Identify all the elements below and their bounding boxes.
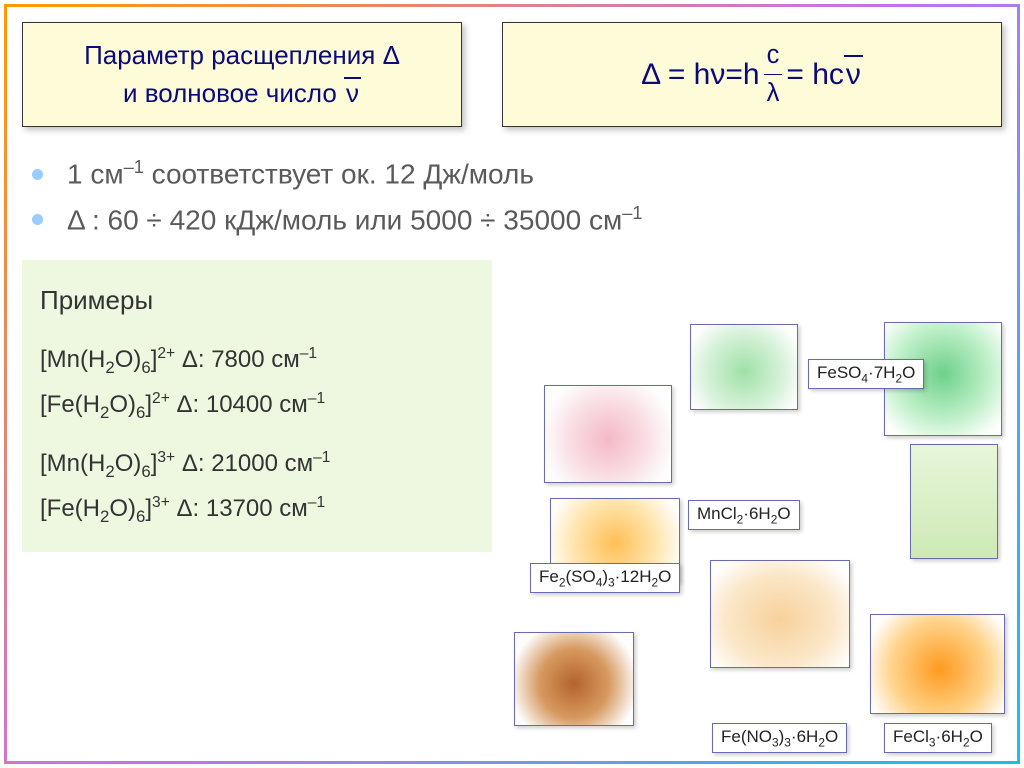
formula-nu: ν [710, 53, 725, 97]
title-line1: Параметр расщепления Δ [84, 40, 400, 70]
formula-h: h [743, 53, 760, 97]
sample-image-feso4a [690, 324, 798, 410]
sample-image-bottle [910, 444, 998, 559]
bullet-dot-icon [32, 214, 43, 225]
frac-den: λ [764, 75, 783, 112]
label-fecl3: FeCl3·6H2O [884, 723, 992, 753]
examples-box: Примеры [Mn(H2O)6]2+ Δ: 7800 см–1 [Fe(H2… [22, 260, 492, 552]
b2-pre: Δ : 60 ÷ 420 кДж/моль или 5000 ÷ 35000 с… [67, 204, 622, 235]
formula-nu2: ν [844, 53, 863, 97]
frac-num: c [764, 37, 783, 75]
formula-p3: = hc [786, 53, 844, 97]
example-row: [Mn(H2O)6]3+ Δ: 21000 см–1 [40, 442, 474, 487]
label-fe2so4: Fe2(SO4)3·12H2O [530, 563, 680, 593]
b1-sup: –1 [124, 157, 144, 177]
examples-title: Примеры [40, 276, 474, 324]
formula-p1: Δ = h [641, 53, 710, 97]
example-row: [Mn(H2O)6]2+ Δ: 7800 см–1 [40, 338, 474, 383]
label-mncl2: MnCl2·6H2O [688, 500, 800, 530]
sample-image-fecl3 [870, 614, 1005, 714]
splitting-param-box: Параметр расщепления Δ и волновое число … [22, 22, 462, 127]
b1-pre: 1 см [67, 159, 124, 190]
b2-sup: –1 [622, 203, 642, 223]
formula-box: Δ = hν = hcλ = hcν [502, 22, 1002, 127]
label-feno3: Fe(NO3)3·6H2O [712, 723, 847, 753]
bullet-1: 1 см–1 соответствует ок. 12 Дж/моль [32, 157, 1002, 190]
bullet-2: Δ : 60 ÷ 420 кДж/моль или 5000 ÷ 35000 с… [32, 203, 1002, 236]
b1-post: соответствует ок. 12 Дж/моль [144, 159, 534, 190]
bullet-list: 1 см–1 соответствует ок. 12 Дж/моль Δ : … [32, 157, 1002, 236]
sample-image-fe2so4 [710, 560, 850, 668]
example-row: [Fe(H2O)6]2+ Δ: 10400 см–1 [40, 383, 474, 428]
sample-image-mncl2 [544, 385, 672, 483]
title-line2-pre: и волновое число [123, 78, 344, 108]
example-row: [Fe(H2O)6]3+ Δ: 13700 см–1 [40, 487, 474, 532]
sample-image-brown [514, 632, 634, 726]
label-feso4: FeSO4·7H2O [808, 359, 924, 389]
bullet-dot-icon [32, 169, 43, 180]
formula-p2: = [725, 53, 743, 97]
